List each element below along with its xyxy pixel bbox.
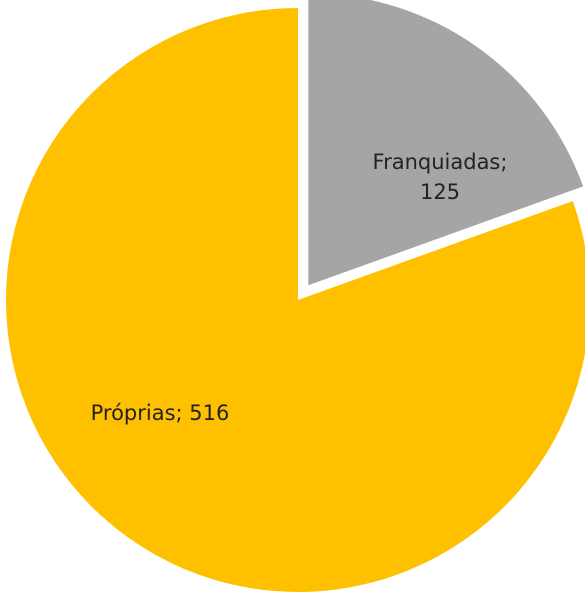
data-label: Franquiadas; 125 <box>372 150 508 204</box>
pie-slice <box>6 8 585 592</box>
pie-slice <box>308 0 584 286</box>
data-label: Próprias; 516 <box>90 401 230 425</box>
